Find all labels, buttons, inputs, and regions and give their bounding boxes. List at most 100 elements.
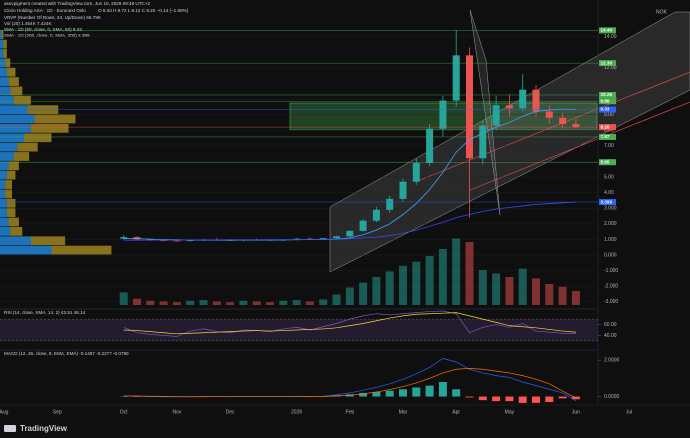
macd-histogram <box>359 392 368 397</box>
profile-down <box>5 189 12 199</box>
y-tick-label: 4.00 <box>604 190 614 196</box>
candle-body <box>359 220 367 231</box>
volume-bar <box>199 300 208 305</box>
macd-line <box>123 368 577 399</box>
macd-histogram <box>345 394 354 397</box>
candle-body <box>466 55 473 159</box>
profile-up <box>0 49 4 58</box>
macd-histogram <box>558 396 567 399</box>
volume-bar <box>558 286 567 305</box>
candle-body <box>186 240 194 242</box>
profile-down <box>6 208 16 218</box>
x-tick-label: Jul <box>626 409 632 415</box>
y-tick-label: 14.00 <box>604 34 617 40</box>
y-tick-label: 60.00 <box>604 322 617 328</box>
macd-histogram <box>425 385 434 397</box>
volume-bar <box>452 238 461 305</box>
y-tick-label: 1.000 <box>604 237 617 243</box>
candle-body <box>505 105 513 109</box>
volume-bar <box>465 242 474 305</box>
y-tick-label: -1.000 <box>604 268 618 274</box>
y-tick-label: -2.000 <box>604 284 618 290</box>
level-tag <box>599 159 616 166</box>
candle-body <box>492 105 500 126</box>
profile-up <box>0 67 7 77</box>
macd-histogram <box>532 396 540 403</box>
profile-up <box>0 142 18 152</box>
level-label: 7.57 <box>601 134 610 139</box>
level-label: 3.399 <box>601 199 613 204</box>
profile-up <box>0 77 9 86</box>
profile-up <box>0 170 7 180</box>
macd-histogram <box>505 396 514 402</box>
level-tag <box>599 106 616 113</box>
x-tick-label: 2026 <box>291 409 302 415</box>
level-tag <box>599 60 616 67</box>
x-tick-label: Jun <box>572 409 580 415</box>
volume-bar <box>212 301 221 305</box>
profile-down <box>3 39 7 49</box>
candle-body <box>293 238 301 240</box>
profile-down <box>10 86 23 96</box>
candle-body <box>545 111 553 118</box>
profile-down <box>8 161 19 171</box>
quote: O 8.33 H 8.72 L 8.12 C 8.20 −0.14 (−1.68… <box>98 8 189 13</box>
volume-bar <box>399 265 407 305</box>
candle-body <box>319 238 327 240</box>
volume-bar <box>372 277 381 305</box>
y-tick-label: 0.000 <box>604 252 617 258</box>
level-tag <box>599 98 616 105</box>
volume-bar <box>345 287 354 305</box>
profile-up <box>0 208 7 218</box>
profile-up <box>0 39 4 49</box>
profile-up <box>0 245 52 255</box>
candle-body <box>160 240 168 241</box>
x-tick-label: Aug <box>0 409 9 415</box>
macd-histogram <box>372 392 381 397</box>
profile-down <box>10 226 23 236</box>
candle-body <box>426 128 434 164</box>
volume-bar <box>239 300 248 305</box>
rsi-line <box>123 312 576 335</box>
level-label: 14.40 <box>601 28 613 33</box>
volume-bar <box>385 271 394 305</box>
volume-bar <box>518 268 527 305</box>
profile-down <box>34 114 76 124</box>
volume-bar <box>252 301 261 305</box>
candle-body <box>333 236 340 239</box>
profile-down <box>5 58 11 68</box>
profile-up <box>0 30 2 40</box>
candle-body <box>452 55 460 101</box>
macd-histogram <box>545 396 554 402</box>
profile-up <box>0 86 11 96</box>
profile-down <box>5 180 12 189</box>
legend-entry: SMA · 1D (200, close, 0, SMA, 200) 3.399 <box>4 33 90 38</box>
brand: TradingView <box>20 424 68 433</box>
rsi-title: RSI (14, close, SMA, 14, 2) 43.51 46.14 <box>4 310 86 315</box>
x-tick-label: Nov <box>172 409 181 415</box>
volume-bar <box>505 277 514 305</box>
volume-bar <box>412 261 421 305</box>
y-tick-label: 8.00 <box>604 128 614 134</box>
level-label: 12.30 <box>601 60 613 65</box>
volume-bar <box>292 300 301 305</box>
level-tag <box>599 91 616 98</box>
candle-body <box>346 230 354 237</box>
profile-down <box>1 30 4 40</box>
y-tick-label: 40.00 <box>604 333 617 339</box>
triangle <box>469 9 501 216</box>
macd-histogram <box>385 390 394 397</box>
volume-bar <box>133 298 141 305</box>
volume-bar <box>172 302 181 305</box>
x-tick-label: Apr <box>452 409 460 415</box>
level-tag <box>599 124 616 131</box>
y-tick-label: 9.00 <box>604 112 614 118</box>
macd-histogram <box>412 387 421 397</box>
profile-down <box>3 49 7 58</box>
candle-body <box>386 198 394 210</box>
legend-entry: SMA · 1D (50, close, 0, SMA, 50) 9.33 <box>4 27 82 32</box>
profile-down <box>6 170 16 180</box>
y-tick-label: 2.000 <box>604 221 617 227</box>
level-label: 10.26 <box>601 92 613 97</box>
profile-up <box>0 133 24 143</box>
